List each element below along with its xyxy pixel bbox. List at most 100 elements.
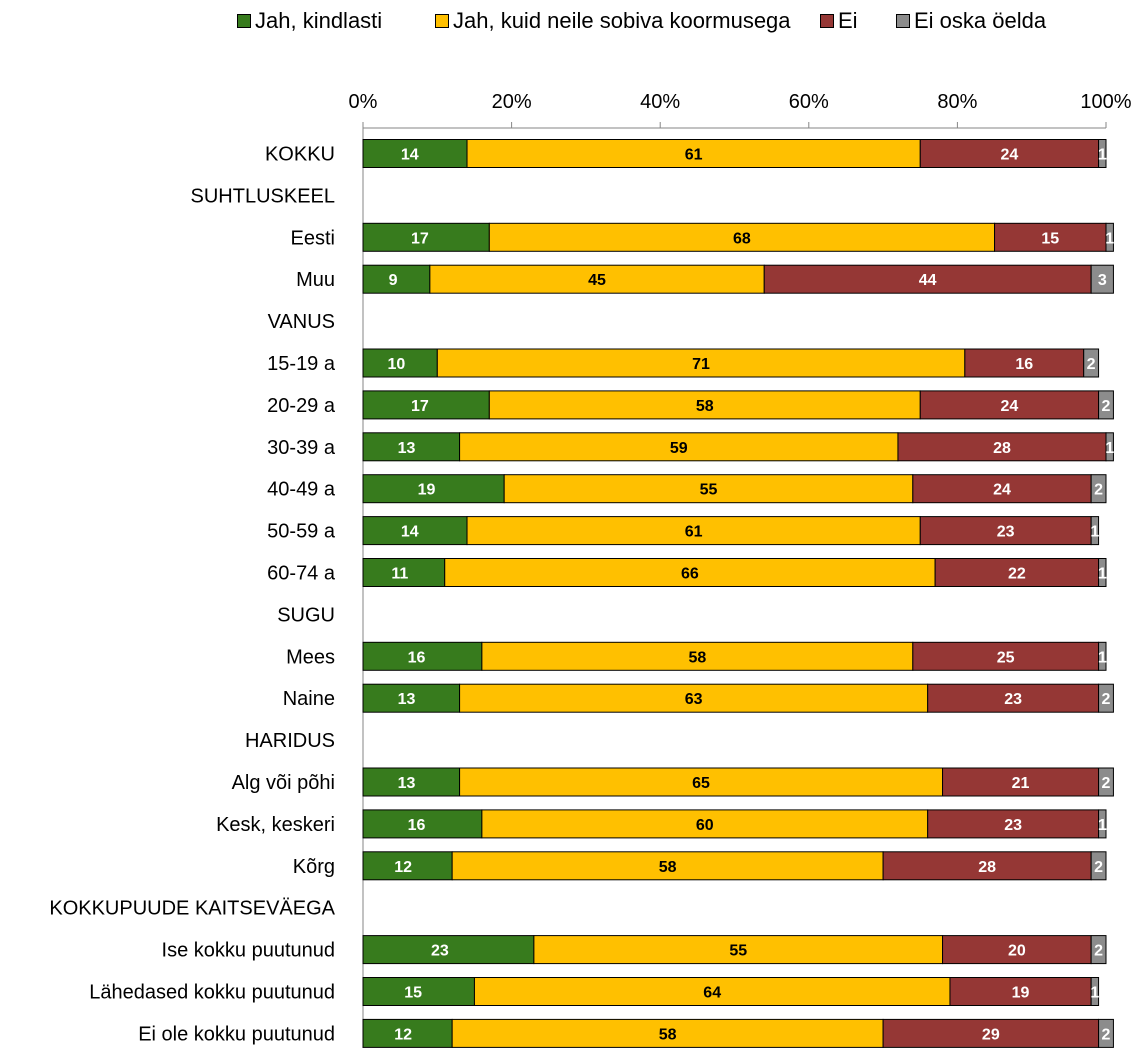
data-label-ei-oska-elda: 1 bbox=[1105, 230, 1114, 247]
data-label-jah-kindlasti: 13 bbox=[398, 440, 416, 457]
category-label: Naine bbox=[283, 688, 335, 710]
data-label-ei-oska-elda: 2 bbox=[1102, 1026, 1111, 1043]
bar-segment-jah-kindlasti bbox=[362, 935, 535, 965]
data-label-ei-oska-elda: 1 bbox=[1098, 566, 1107, 583]
bar-segment-jah-kindlasti bbox=[362, 809, 483, 839]
category-label: KOKKUPUUDE KAITSEVÄEGA bbox=[49, 898, 335, 920]
data-label-ei: 24 bbox=[1001, 147, 1019, 164]
category-label: 30-39 a bbox=[267, 437, 336, 459]
legend-item-ei-oska: Ei oska öelda bbox=[896, 8, 1046, 34]
data-label-jah-kindlasti: 14 bbox=[401, 147, 419, 164]
bar-segment-ei-oska-elda bbox=[1098, 139, 1107, 168]
bar-segment-ei-oska-elda bbox=[1098, 641, 1107, 671]
data-label-ei: 19 bbox=[1012, 985, 1030, 1002]
category-label: KOKKU bbox=[265, 144, 335, 166]
data-label-jah-kuid-neile-sobiva-koormusega: 59 bbox=[670, 440, 688, 457]
data-label-jah-kindlasti: 19 bbox=[418, 482, 436, 499]
bar-segment-ei-oska-elda bbox=[1105, 222, 1114, 252]
data-label-jah-kuid-neile-sobiva-koormusega: 58 bbox=[696, 398, 714, 415]
legend-swatch-jah-kindlasti bbox=[237, 14, 251, 28]
bar-segment-jah-kuid-neile-sobiva-koormusega bbox=[473, 977, 951, 1006]
bar-segment-jah-kindlasti bbox=[362, 977, 475, 1006]
data-label-jah-kindlasti: 9 bbox=[389, 272, 398, 289]
bar-segment-jah-kindlasti bbox=[362, 264, 431, 294]
data-label-ei: 28 bbox=[993, 440, 1011, 457]
x-tick-label: 60% bbox=[789, 91, 829, 113]
bar-segment-jah-kuid-neile-sobiva-koormusega bbox=[488, 390, 921, 420]
data-label-jah-kuid-neile-sobiva-koormusega: 45 bbox=[588, 272, 606, 289]
category-label: 40-49 a bbox=[267, 479, 336, 501]
category-label: SUGU bbox=[277, 604, 335, 626]
data-label-ei: 16 bbox=[1015, 356, 1033, 373]
data-label-ei-oska-elda: 2 bbox=[1094, 859, 1103, 876]
data-label-ei-oska-elda: 2 bbox=[1102, 691, 1111, 708]
bar-segment-jah-kuid-neile-sobiva-koormusega bbox=[481, 641, 914, 671]
category-label: HARIDUS bbox=[245, 730, 335, 752]
bar-segment-jah-kuid-neile-sobiva-koormusega bbox=[451, 851, 884, 881]
data-label-ei: 44 bbox=[919, 272, 937, 289]
bar-segment-jah-kindlasti bbox=[362, 474, 505, 504]
data-label-ei-oska-elda: 3 bbox=[1098, 272, 1107, 289]
category-label: Kesk, keskeri bbox=[216, 814, 335, 836]
data-label-jah-kindlasti: 14 bbox=[401, 524, 419, 541]
category-label: 15-19 a bbox=[267, 353, 336, 375]
category-label: 20-29 a bbox=[267, 395, 336, 417]
data-label-jah-kuid-neile-sobiva-koormusega: 65 bbox=[692, 775, 710, 792]
bar-segment-jah-kuid-neile-sobiva-koormusega bbox=[459, 683, 929, 713]
category-label: SUHTLUSKEEL bbox=[191, 185, 336, 207]
legend-item-jah-kuid: Jah, kuid neile sobiva koormusega bbox=[435, 8, 791, 34]
category-label: VANUS bbox=[268, 311, 335, 333]
data-label-ei-oska-elda: 2 bbox=[1094, 482, 1103, 499]
data-label-ei-oska-elda: 1 bbox=[1090, 985, 1099, 1002]
bar-segment-ei-oska-elda bbox=[1090, 851, 1107, 881]
data-label-jah-kuid-neile-sobiva-koormusega: 58 bbox=[688, 649, 706, 666]
bar-segment-jah-kuid-neile-sobiva-koormusega bbox=[503, 474, 914, 504]
data-label-ei: 22 bbox=[1008, 566, 1026, 583]
bar-segment-ei bbox=[919, 139, 1100, 168]
bar-segment-ei bbox=[912, 474, 1092, 504]
bar-segment-jah-kindlasti bbox=[362, 641, 483, 671]
bar-segment-jah-kuid-neile-sobiva-koormusega bbox=[429, 264, 765, 294]
legend-swatch-jah-kuid bbox=[435, 14, 449, 28]
category-label: Mees bbox=[286, 646, 335, 668]
data-label-jah-kuid-neile-sobiva-koormusega: 58 bbox=[659, 1026, 677, 1043]
bar-segment-ei-oska-elda bbox=[1098, 1018, 1114, 1048]
bar-segment-ei bbox=[882, 851, 1092, 881]
data-label-ei: 20 bbox=[1008, 943, 1026, 960]
data-label-jah-kuid-neile-sobiva-koormusega: 64 bbox=[703, 985, 721, 1002]
bar-segment-jah-kuid-neile-sobiva-koormusega bbox=[466, 139, 921, 168]
data-label-jah-kindlasti: 15 bbox=[404, 985, 422, 1002]
data-label-ei: 23 bbox=[997, 524, 1015, 541]
data-label-ei-oska-elda: 2 bbox=[1087, 356, 1096, 373]
category-label: Ei ole kokku puutunud bbox=[138, 1023, 335, 1045]
bar-segment-ei-oska-elda bbox=[1083, 348, 1100, 378]
bar-segment-ei bbox=[927, 683, 1100, 713]
data-label-jah-kindlasti: 17 bbox=[411, 230, 429, 247]
category-label: Kõrg bbox=[293, 856, 335, 878]
bar-segment-ei-oska-elda bbox=[1090, 516, 1100, 546]
bar-segment-ei-oska-elda bbox=[1105, 432, 1114, 462]
bar-segment-ei bbox=[897, 432, 1107, 462]
data-label-ei: 28 bbox=[978, 859, 996, 876]
bar-segment-jah-kindlasti bbox=[362, 139, 468, 168]
bar-segment-ei bbox=[934, 558, 1100, 587]
data-label-jah-kindlasti: 13 bbox=[398, 775, 416, 792]
chart-legend: Jah, kindlasti Jah, kuid neile sobiva ko… bbox=[0, 0, 1142, 46]
data-label-jah-kuid-neile-sobiva-koormusega: 58 bbox=[659, 859, 677, 876]
bar-segment-ei-oska-elda bbox=[1098, 767, 1114, 797]
data-label-jah-kindlasti: 10 bbox=[388, 356, 406, 373]
data-label-ei-oska-elda: 1 bbox=[1090, 524, 1099, 541]
bar-segment-jah-kindlasti bbox=[362, 851, 453, 881]
bar-segment-jah-kindlasti bbox=[362, 348, 438, 378]
bar-segment-jah-kindlasti bbox=[362, 432, 461, 462]
bar-segment-jah-kindlasti bbox=[362, 767, 461, 797]
bar-segment-ei bbox=[964, 348, 1085, 378]
bar-segment-ei bbox=[763, 264, 1092, 294]
bar-segment-ei-oska-elda bbox=[1098, 558, 1107, 587]
category-label: Ise kokku puutunud bbox=[162, 940, 335, 962]
data-label-jah-kindlasti: 17 bbox=[411, 398, 429, 415]
data-label-jah-kindlasti: 23 bbox=[431, 943, 449, 960]
x-tick-label: 20% bbox=[492, 91, 532, 113]
category-label: 60-74 a bbox=[267, 563, 336, 585]
